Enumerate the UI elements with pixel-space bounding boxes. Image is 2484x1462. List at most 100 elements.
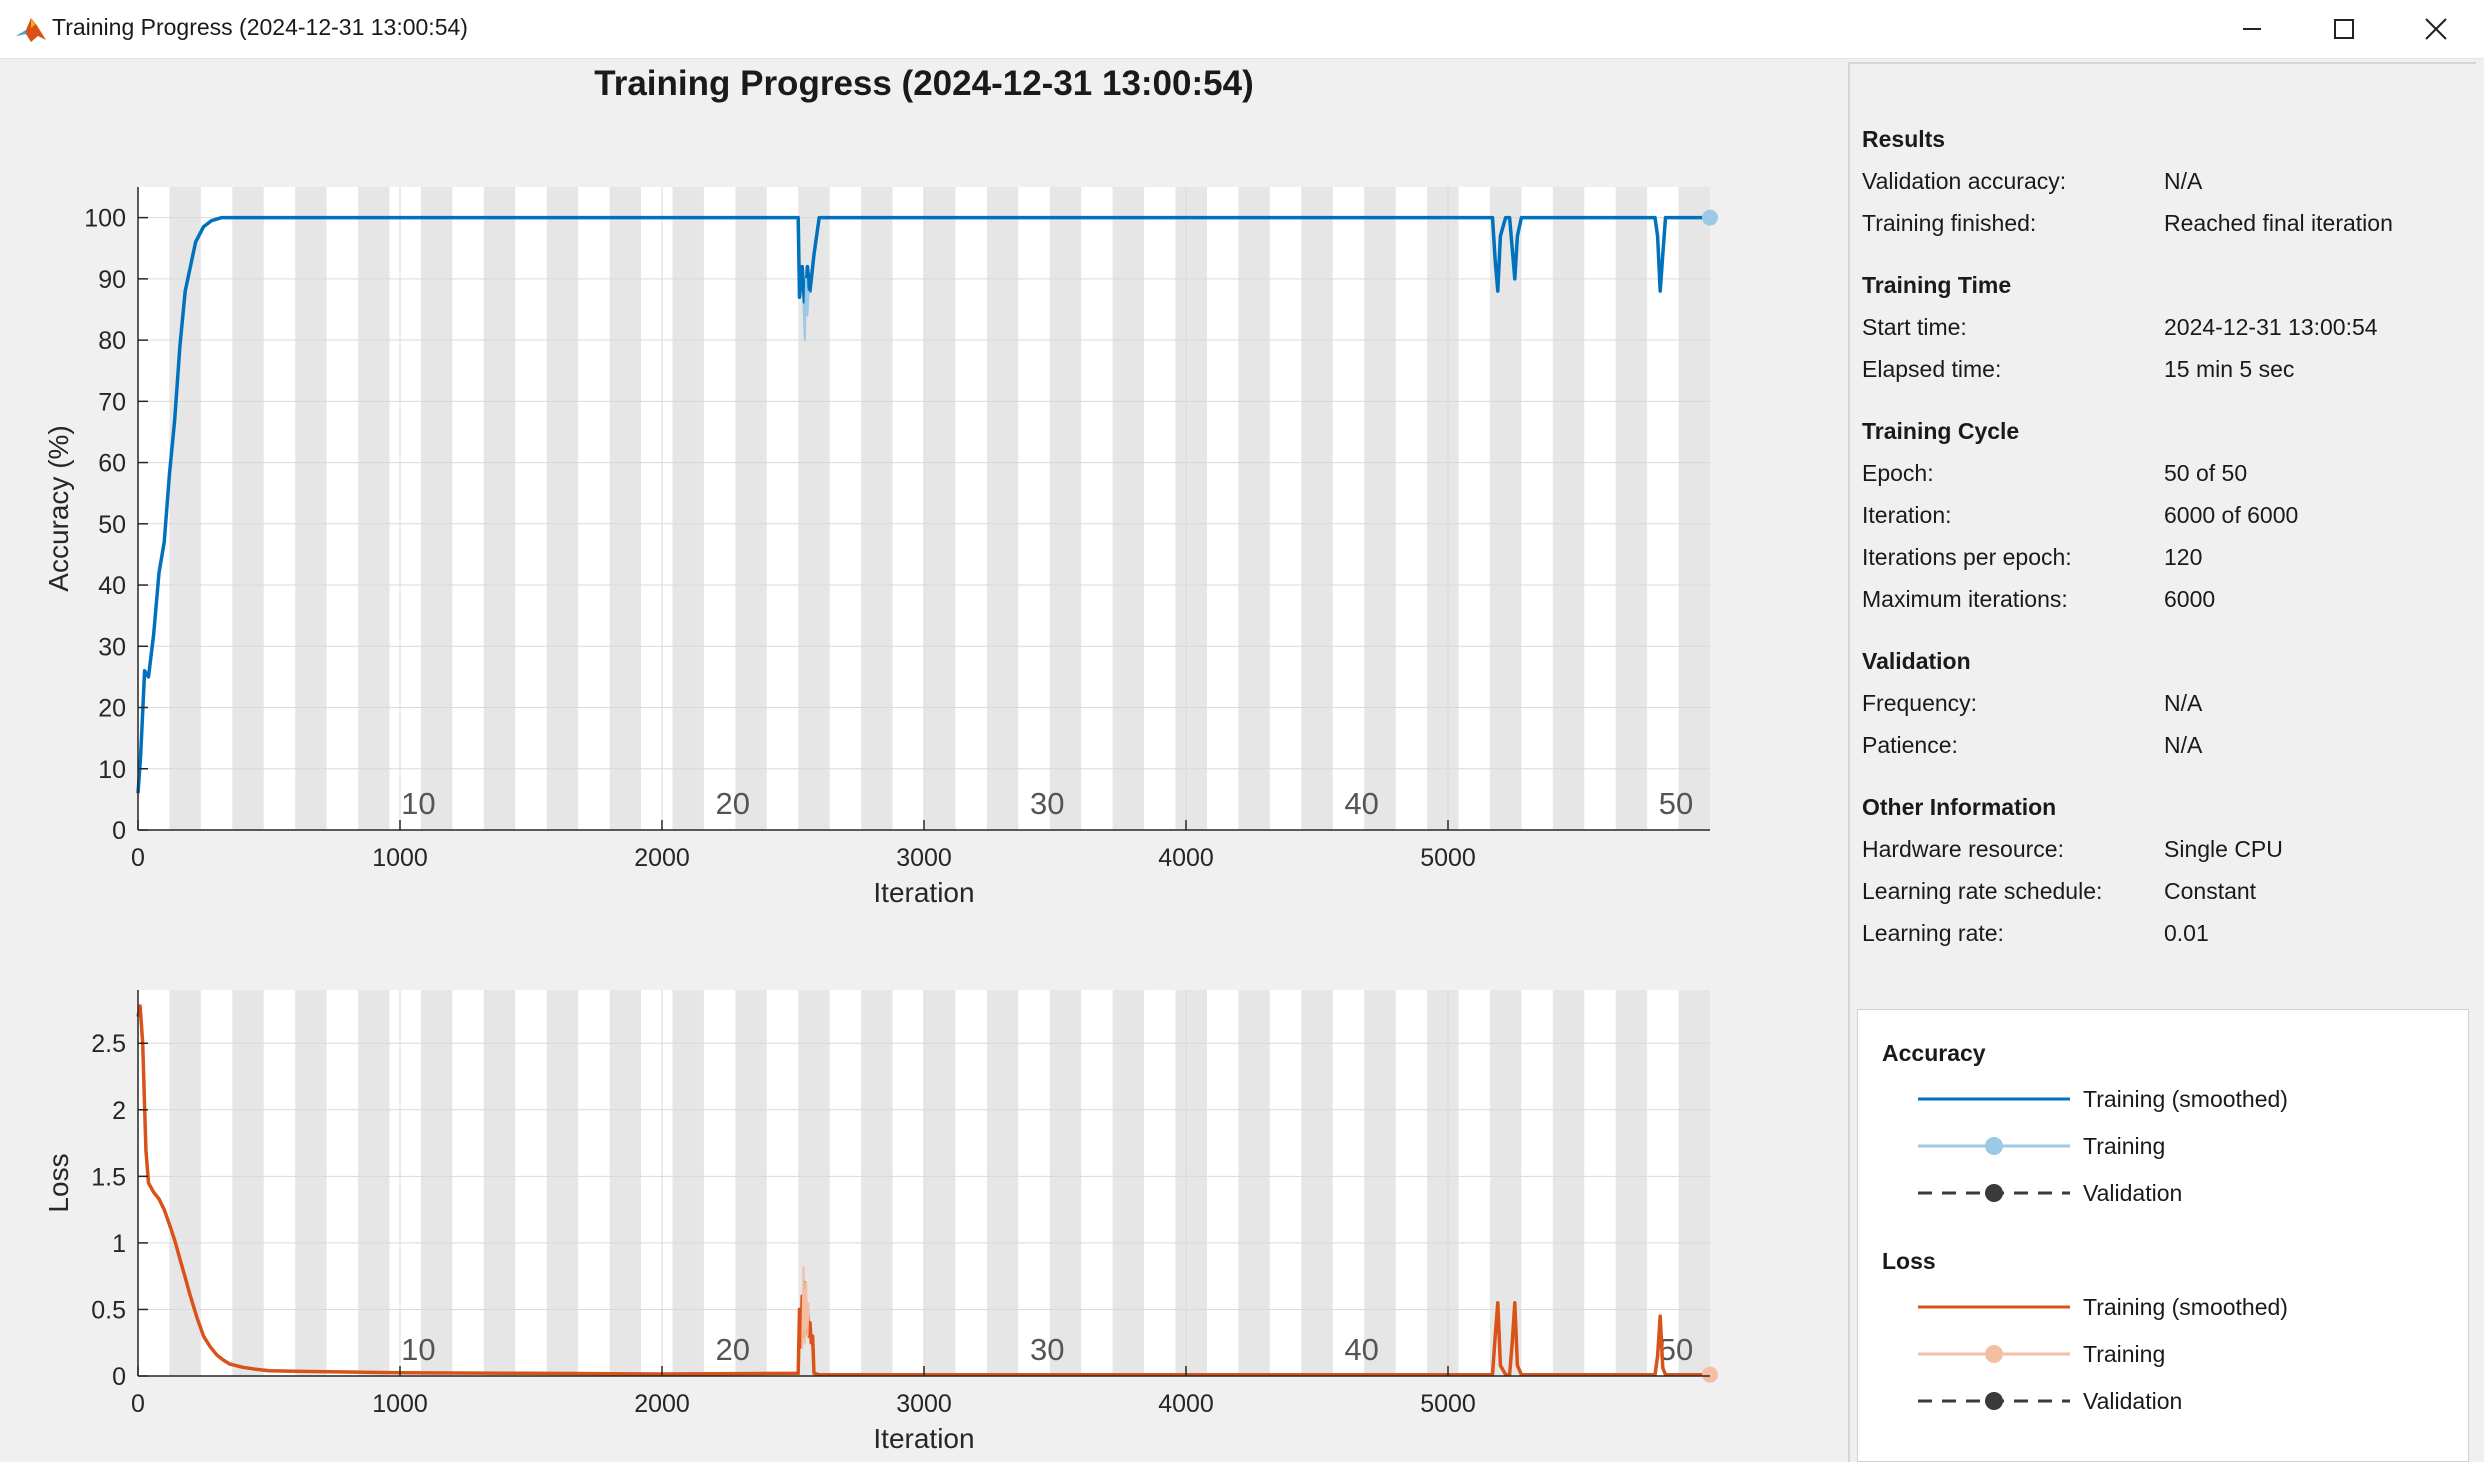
x-tick-label: 1000 [372,844,428,872]
y-tick-label: 0 [112,817,126,845]
epoch-label: 20 [716,1332,750,1367]
epoch-label: 30 [1030,786,1064,821]
y-tick-label: 60 [98,450,126,478]
info-label: Training finished: [1862,210,2037,236]
x-tick-label: 2000 [634,844,690,872]
epoch-band [546,187,579,830]
epoch-band [232,990,264,1376]
close-button[interactable] [2390,0,2482,58]
epoch-label: 10 [401,1332,435,1367]
legend-item: Training (smoothed) [1918,1080,2458,1120]
y-tick-label: 40 [98,572,126,600]
y-tick-label: 80 [98,327,126,355]
epoch-band [861,187,893,830]
info-label: Frequency: [1862,690,1978,716]
y-tick-label: 50 [98,511,126,539]
epoch-band [1301,187,1333,830]
y-tick-label: 90 [98,266,126,294]
legend-label: Validation [2083,1180,2183,1206]
x-tick-label: 3000 [896,844,952,872]
y-tick-label: 1.5 [91,1163,126,1191]
section-title: Training Time [1862,272,2012,298]
x-tick-label: 2000 [634,1390,690,1418]
epoch-band [232,187,264,830]
close-icon [2425,18,2447,40]
epoch-band [924,990,956,1376]
epoch-band [1615,187,1648,830]
x-tick-label: 3000 [896,1390,952,1418]
info-value: Reached final iteration [2164,210,2393,236]
y-tick-label: 2 [112,1097,126,1125]
epoch-band [735,990,767,1376]
epoch-band [672,990,704,1376]
y-tick-label: 70 [98,388,126,416]
info-label: Elapsed time: [1862,356,2002,382]
legend-line-icon [1918,1097,2070,1101]
window-titlebar[interactable]: Training Progress (2024-12-31 13:00:54) [0,0,2484,59]
epoch-band [986,187,1019,830]
info-value: 0.01 [2164,920,2209,946]
x-tick-label: 4000 [1158,1390,1214,1418]
y-tick-label: 30 [98,633,126,661]
epoch-band [1112,990,1145,1376]
info-value: 50 of 50 [2164,460,2248,486]
section-title: Results [1862,126,1946,152]
info-label: Learning rate: [1862,920,2004,946]
y-tick-label: 100 [84,205,126,233]
y-tick-label: 0.5 [91,1296,126,1324]
epoch-band [1301,990,1333,1376]
epoch-label: 10 [401,786,435,821]
info-value: 6000 [2164,586,2216,612]
info-value: 2024-12-31 13:00:54 [2164,314,2378,340]
maximize-icon [2334,19,2354,39]
info-label: Iterations per epoch: [1862,544,2072,570]
epoch-band [735,187,767,830]
matlab-logo-icon [16,18,46,42]
x-tick-label: 0 [131,1390,145,1418]
legend-item: Training [1918,1127,2458,1167]
epoch-band [1552,990,1585,1376]
epoch-band [1049,187,1082,830]
x-tick-label: 5000 [1420,844,1476,872]
epoch-label: 30 [1030,1332,1064,1367]
x-axis-label: Iteration [873,1423,974,1454]
legend-line-icon [1918,1345,2070,1363]
legend-line-icon [1918,1137,2070,1155]
epoch-band [924,187,956,830]
epoch-band [986,990,1019,1376]
epoch-band [609,990,642,1376]
info-value: 120 [2164,544,2203,570]
info-value: 15 min 5 sec [2164,356,2295,382]
epoch-band [1238,187,1270,830]
info-label: Hardware resource: [1862,836,2064,862]
epoch-band [1238,990,1270,1376]
y-tick-label: 2.5 [91,1030,126,1058]
legend-item: Training [1918,1335,2458,1375]
epoch-band [1112,187,1145,830]
x-tick-label: 4000 [1158,844,1214,872]
info-value: N/A [2164,690,2203,716]
epoch-band [1615,990,1648,1376]
epoch-band [609,187,642,830]
epoch-label: 50 [1659,786,1693,821]
epoch-band [672,187,704,830]
legend-section-title: Loss [1882,1248,1936,1274]
info-value: N/A [2164,732,2203,758]
epoch-band [1364,187,1396,830]
section-title: Other Information [1862,794,2057,820]
figure-title: Training Progress (2024-12-31 13:00:54) [594,64,1254,103]
epoch-band [420,990,453,1376]
epoch-band [1427,990,1459,1376]
epoch-band [295,187,327,830]
legend-line-icon [1918,1184,2070,1202]
info-value: Single CPU [2164,836,2283,862]
legend-line-icon [1918,1392,2070,1410]
legend-label: Training (smoothed) [2083,1294,2288,1320]
maximize-button[interactable] [2298,0,2390,58]
info-label: Patience: [1862,732,1958,758]
legend-section-title: Accuracy [1882,1040,1986,1066]
minimize-button[interactable] [2206,0,2298,58]
x-tick-label: 5000 [1420,1390,1476,1418]
final-point-marker [1702,209,1718,226]
